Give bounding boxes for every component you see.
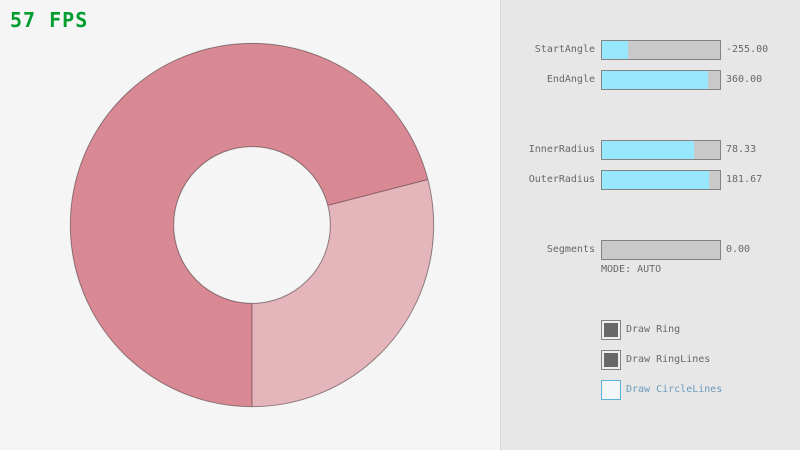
draw-ring-label: Draw Ring <box>626 324 681 335</box>
checkbox-row-draw-ring: Draw Ring <box>601 320 680 340</box>
checkbox-row-draw-ringlines: Draw RingLines <box>601 350 710 370</box>
checkbox-row-draw-circlelines: Draw CircleLines <box>601 380 722 400</box>
draw-ringlines-label: Draw RingLines <box>626 354 711 365</box>
outerradius-slider[interactable] <box>601 170 721 190</box>
outerradius-value: 181.67 <box>726 174 763 185</box>
startangle-label: StartAngle <box>534 44 595 55</box>
endangle-label: EndAngle <box>546 74 595 85</box>
segments-label: Segments <box>546 244 595 255</box>
startangle-slider[interactable] <box>601 40 721 60</box>
innerradius-label: InnerRadius <box>528 144 595 155</box>
segments-value: 0.00 <box>726 244 751 255</box>
innerradius-value: 78.33 <box>726 144 757 155</box>
slider-row-endangle: EndAngle 360.00 <box>501 70 800 90</box>
outerradius-label: OuterRadius <box>528 174 595 185</box>
segments-slider[interactable] <box>601 240 721 260</box>
draw-circlelines-label: Draw CircleLines <box>626 384 723 395</box>
slider-row-outerradius: OuterRadius 181.67 <box>501 170 800 190</box>
control-panel: StartAngle -255.00 EndAngle 360.00 Inner… <box>500 0 800 450</box>
startangle-slider-fill <box>602 41 628 59</box>
ring-outline-lines <box>69 42 435 408</box>
ring-drawing <box>69 42 435 408</box>
innerradius-slider[interactable] <box>601 140 721 160</box>
ring-light-sector <box>252 179 434 407</box>
mode-label: MODE: AUTO <box>601 264 662 275</box>
endangle-slider[interactable] <box>601 70 721 90</box>
endangle-slider-fill <box>602 71 709 89</box>
draw-ringlines-checkbox[interactable] <box>601 350 621 370</box>
slider-row-innerradius: InnerRadius 78.33 <box>501 140 800 160</box>
endangle-value: 360.00 <box>726 74 763 85</box>
draw-ring-checkbox[interactable] <box>601 320 621 340</box>
innerradius-slider-fill <box>602 141 695 159</box>
fps-counter: 57 FPS <box>10 8 89 32</box>
slider-row-segments: Segments 0.00 <box>501 240 800 260</box>
outerradius-slider-fill <box>602 171 710 189</box>
startangle-value: -255.00 <box>726 44 769 55</box>
draw-circlelines-checkbox[interactable] <box>601 380 621 400</box>
slider-row-startangle: StartAngle -255.00 <box>501 40 800 60</box>
